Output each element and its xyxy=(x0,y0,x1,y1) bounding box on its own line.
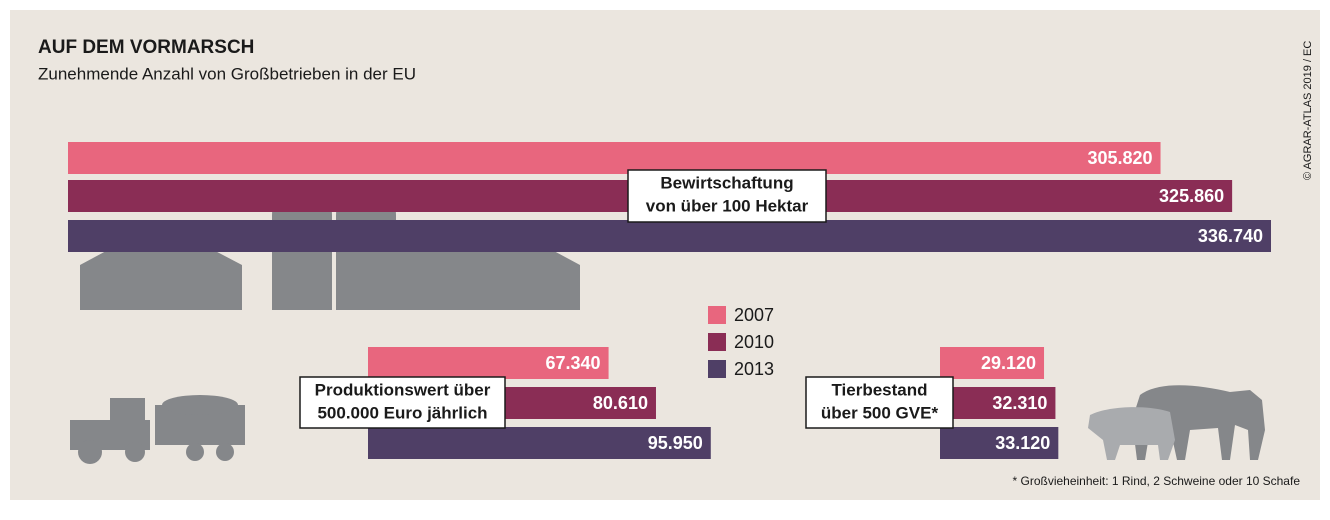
legend-swatch xyxy=(708,306,726,324)
category-label: über 500 GVE* xyxy=(821,403,939,422)
category-label: von über 100 Hektar xyxy=(646,196,809,215)
bar xyxy=(368,427,711,459)
value-label: 305.820 xyxy=(1087,148,1152,168)
bar xyxy=(368,347,609,379)
legend-label: 2007 xyxy=(734,305,774,325)
category-label: 500.000 Euro jährlich xyxy=(317,403,487,422)
category-label: Bewirtschaftung xyxy=(660,173,793,192)
legend-label: 2010 xyxy=(734,332,774,352)
chart-title: AUF DEM VORMARSCH xyxy=(38,37,254,58)
value-label: 325.860 xyxy=(1159,186,1224,206)
bar xyxy=(68,220,1271,252)
category-label: Produktionswert über xyxy=(315,380,491,399)
credit: © AGRAR-ATLAS 2019 / EC xyxy=(1302,41,1314,180)
category-box xyxy=(805,376,954,429)
value-label: 95.950 xyxy=(648,433,703,453)
value-label: 336.740 xyxy=(1198,226,1263,246)
chart-subtitle: Zunehmende Anzahl von Großbetrieben in d… xyxy=(38,64,416,83)
value-label: 33.120 xyxy=(995,433,1050,453)
legend-swatch xyxy=(708,360,726,378)
legend-swatch xyxy=(708,333,726,351)
bar xyxy=(940,347,1045,379)
value-label: 67.340 xyxy=(546,353,601,373)
value-label: 80.610 xyxy=(593,393,648,413)
legend-label: 2013 xyxy=(734,359,774,379)
bar xyxy=(68,142,1161,174)
value-label: 32.310 xyxy=(992,393,1047,413)
category-box xyxy=(299,376,506,429)
category-label: Tierbestand xyxy=(831,380,927,399)
category-box xyxy=(627,169,827,223)
bar xyxy=(940,387,1056,419)
footnote: * Großvieheinheit: 1 Rind, 2 Schweine od… xyxy=(1012,474,1300,488)
value-label: 29.120 xyxy=(981,353,1036,373)
bar xyxy=(940,427,1059,459)
